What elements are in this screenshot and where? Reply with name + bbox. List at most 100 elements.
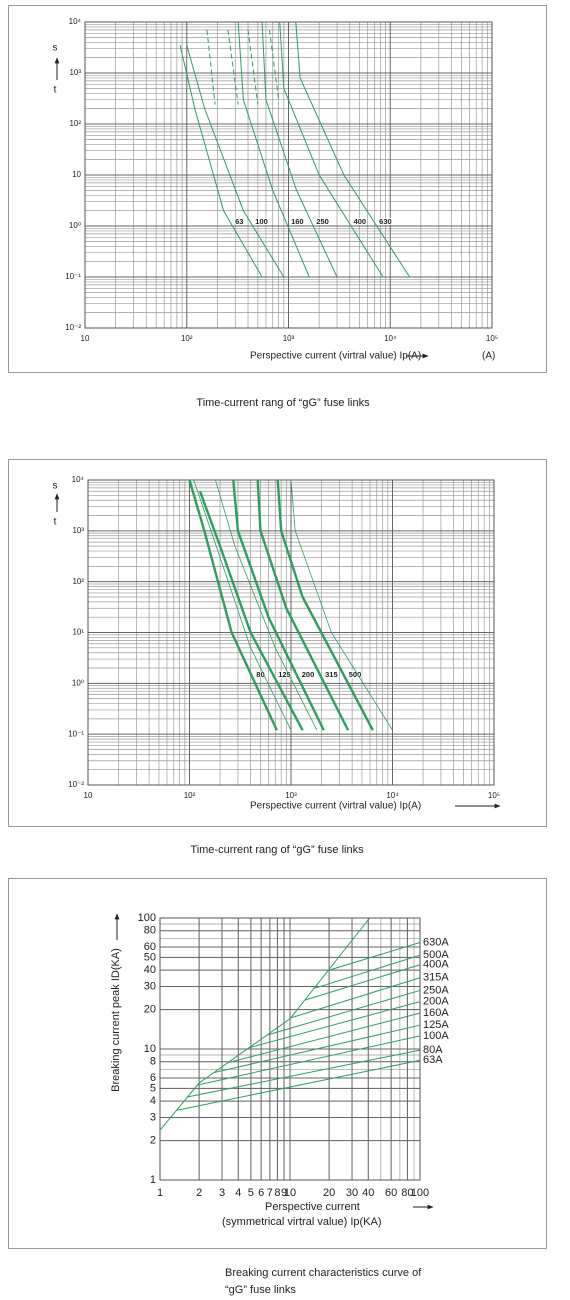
x-tick-label: 10	[81, 334, 90, 343]
x-tick-label: 3	[219, 1187, 225, 1199]
series-line	[193, 479, 292, 731]
series-line	[261, 21, 338, 278]
series-label: 63A	[423, 1054, 443, 1066]
series-label: 400	[354, 217, 367, 226]
series-label: 160A	[423, 1007, 449, 1019]
series-line	[188, 479, 278, 731]
x-tick-label: 20	[323, 1187, 335, 1199]
series-line	[276, 479, 374, 731]
caption: “gG” fuse links	[225, 1284, 296, 1296]
panel-frame	[8, 459, 547, 827]
series-line	[227, 29, 239, 105]
y-tick-label: 10⁴	[69, 17, 82, 26]
y-tick-label: 10³	[69, 68, 81, 77]
series-line	[159, 917, 371, 1131]
y-axis-label: Breaking current peak ID(KA)	[110, 948, 122, 1092]
panel-frame	[8, 878, 547, 1249]
series-line	[213, 1024, 421, 1074]
y-axis-unit: s	[53, 481, 58, 492]
series-label: 315	[325, 670, 338, 679]
series-line	[179, 45, 263, 278]
series-line	[198, 490, 304, 731]
x-tick-label: 10⁴	[384, 334, 397, 343]
series-line	[232, 479, 325, 731]
x-tick-label: 10⁵	[488, 791, 500, 800]
series-line	[295, 21, 411, 278]
x-tick-label: 8	[274, 1187, 280, 1199]
y-tick-label: 10⁻²	[68, 780, 84, 789]
series-line	[304, 964, 421, 1001]
y-tick-label: 10⁰	[69, 221, 81, 230]
y-tick-label: 8	[150, 1056, 156, 1068]
caption: Breaking current characteristics curve o…	[225, 1267, 422, 1279]
series-label: 315A	[423, 972, 449, 984]
caption: Time-current rang of “gG” fuse links	[196, 397, 370, 409]
y-tick-label: 2	[150, 1134, 156, 1146]
y-tick-label: 5	[150, 1082, 156, 1094]
y-tick-label: 10⁻¹	[65, 272, 81, 281]
series-label: 630A	[423, 936, 449, 948]
y-tick-label: 6	[150, 1072, 156, 1084]
series-line	[186, 45, 285, 278]
y-tick-label: 10²	[69, 119, 81, 128]
x-tick-label: 30	[346, 1187, 358, 1199]
series-label: 200	[302, 670, 315, 679]
series-label: 63	[235, 217, 243, 226]
x-tick-label: 2	[196, 1187, 202, 1199]
x-axis-unit: (A)	[482, 351, 495, 362]
y-tick-label: 40	[144, 964, 156, 976]
panel-frame	[8, 5, 547, 373]
y-tick-label: 50	[144, 951, 156, 963]
series-line	[313, 954, 421, 989]
series-label: 500A	[423, 949, 449, 961]
x-tick-label: 10³	[283, 334, 295, 343]
x-axis-label: Perspective current	[265, 1201, 360, 1213]
series-label: 250	[316, 217, 329, 226]
x-tick-label: 10⁴	[386, 791, 399, 800]
series-line	[237, 21, 310, 278]
y-tick-label: 10	[72, 170, 81, 179]
y-tick-label: 1	[150, 1174, 156, 1186]
series-label: 125	[278, 670, 291, 679]
x-axis-label: Perspective current (virtral value) Ip(A…	[250, 801, 421, 812]
series-line	[215, 479, 318, 731]
y-tick-label: 20	[144, 1003, 156, 1015]
series-line	[176, 1059, 421, 1111]
y-tick-label: 10¹	[72, 628, 84, 637]
series-label: 100	[255, 217, 268, 226]
plot-border	[159, 917, 421, 1181]
y-tick-label: 30	[144, 980, 156, 992]
x-tick-label: 10	[284, 1187, 296, 1199]
series-line	[228, 1012, 421, 1063]
y-tick-label: 4	[150, 1095, 156, 1107]
series-label: 400A	[423, 959, 449, 971]
y-tick-label: 10⁻¹	[68, 729, 84, 738]
series-line	[187, 1049, 421, 1098]
y-tick-label: 60	[144, 941, 156, 953]
y-tick-label: 10²	[72, 577, 84, 586]
x-tick-label: 80	[401, 1187, 413, 1199]
x-tick-label: 60	[385, 1187, 397, 1199]
y-axis-label: t	[54, 517, 57, 528]
y-tick-label: 80	[144, 925, 156, 937]
x-tick-label: 40	[362, 1187, 374, 1199]
y-tick-label: 10³	[72, 526, 84, 535]
y-axis-unit: s	[53, 43, 58, 54]
caption: Time-current rang of “gG” fuse links	[190, 844, 364, 856]
series-line	[197, 1035, 421, 1086]
y-tick-label: 10⁰	[72, 678, 84, 687]
series-line	[248, 1001, 421, 1049]
y-tick-label: 3	[150, 1111, 156, 1123]
x-tick-label: 10²	[184, 791, 196, 800]
series-label: 630	[379, 217, 392, 226]
series-label: 160	[291, 217, 304, 226]
x-axis-label: Perspective current (virtral value) Ip(A…	[250, 351, 421, 362]
x-tick-label: 10⁵	[486, 334, 498, 343]
y-tick-label: 10	[144, 1043, 156, 1055]
x-tick-label: 7	[267, 1187, 273, 1199]
x-tick-label: 9	[281, 1187, 287, 1199]
x-tick-label: 5	[248, 1187, 254, 1199]
